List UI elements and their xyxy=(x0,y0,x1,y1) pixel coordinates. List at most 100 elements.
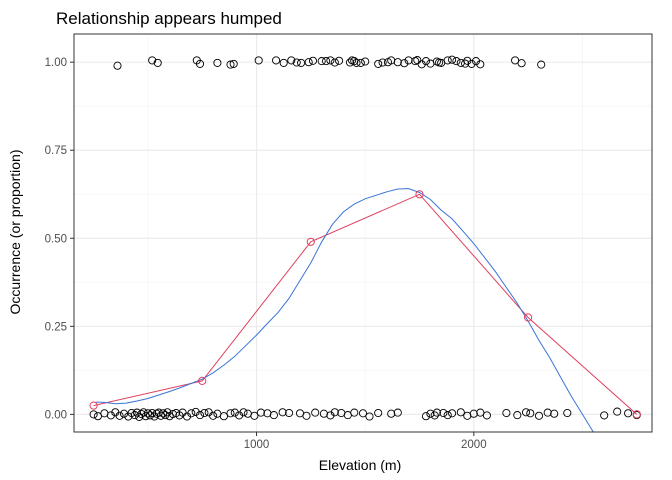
binned-mean-line xyxy=(93,193,638,415)
data-point xyxy=(476,408,485,417)
data-point xyxy=(378,58,387,67)
y-tick-label: 0.25 xyxy=(45,321,67,333)
data-point xyxy=(421,57,431,66)
panel-border xyxy=(73,33,653,433)
data-point xyxy=(119,409,129,418)
data-point xyxy=(256,408,265,417)
binned-mean-point xyxy=(89,401,98,410)
data-point xyxy=(469,409,478,418)
data-point xyxy=(326,56,335,65)
data-point xyxy=(534,411,544,420)
data-point xyxy=(254,56,263,65)
data-point xyxy=(229,59,238,68)
data-point xyxy=(187,409,196,418)
data-point xyxy=(132,408,142,417)
data-point xyxy=(89,410,98,419)
data-point xyxy=(430,411,439,420)
x-tick-label: 1000 xyxy=(244,439,270,451)
data-point xyxy=(439,408,448,418)
data-point xyxy=(482,411,491,420)
data-point xyxy=(365,412,374,421)
data-point xyxy=(537,60,546,69)
data-point xyxy=(195,59,205,68)
y-tick-label: 0.75 xyxy=(45,145,67,157)
data-point xyxy=(600,411,609,420)
data-point xyxy=(93,412,102,421)
binned-mean-point xyxy=(306,237,315,246)
data-point xyxy=(550,409,559,418)
data-point xyxy=(443,411,452,420)
data-point xyxy=(297,58,306,67)
data-point xyxy=(304,58,313,67)
data-point xyxy=(513,411,522,420)
data-points xyxy=(89,55,641,421)
data-point xyxy=(226,60,235,69)
data-point xyxy=(330,408,339,417)
data-point xyxy=(156,411,165,420)
data-point xyxy=(213,58,222,67)
y-tick-label: 0.50 xyxy=(45,233,67,245)
binned-mean-point xyxy=(524,313,533,322)
data-point xyxy=(308,56,318,65)
data-point xyxy=(393,408,402,417)
data-point xyxy=(137,409,146,419)
data-point xyxy=(432,408,441,417)
data-point xyxy=(272,56,281,65)
data-point xyxy=(139,408,148,417)
x-axis-title: Elevation (m) xyxy=(319,457,401,473)
data-point xyxy=(448,55,457,64)
data-point xyxy=(200,408,209,418)
data-point xyxy=(226,409,235,418)
data-point xyxy=(330,58,339,67)
data-point xyxy=(335,56,344,65)
y-axis-title: Occurrence (or proportion) xyxy=(7,150,23,315)
data-point xyxy=(358,409,368,418)
data-point xyxy=(421,412,431,421)
data-point xyxy=(230,408,239,417)
data-point xyxy=(269,411,278,420)
data-point xyxy=(141,412,150,421)
data-point xyxy=(476,60,485,69)
data-point xyxy=(613,407,622,416)
data-point xyxy=(413,56,422,65)
binned-mean-point xyxy=(198,376,207,385)
data-point xyxy=(168,409,177,419)
data-point xyxy=(374,408,383,418)
data-point xyxy=(461,59,470,68)
data-point xyxy=(287,56,296,65)
axis-ticks: 1000 2000 0.00 0.25 0.50 0.75 1.00 xyxy=(45,57,487,451)
data-point xyxy=(526,409,535,418)
data-point xyxy=(463,56,472,65)
data-point xyxy=(356,58,365,67)
data-point xyxy=(426,409,435,418)
data-point xyxy=(239,408,248,417)
data-point xyxy=(113,61,122,70)
data-point xyxy=(115,411,124,420)
data-point xyxy=(148,56,157,65)
data-point xyxy=(521,408,531,417)
data-point xyxy=(456,408,465,417)
chart-title: Relationship appears humped xyxy=(56,9,282,28)
data-point xyxy=(285,408,294,418)
data-point xyxy=(517,59,526,68)
data-point xyxy=(352,58,361,67)
series-lines xyxy=(93,188,638,432)
data-point xyxy=(302,411,311,420)
data-point xyxy=(153,58,162,67)
data-point xyxy=(543,408,552,417)
data-point xyxy=(322,57,331,66)
data-point xyxy=(209,411,218,420)
data-point xyxy=(393,58,402,67)
data-point xyxy=(350,408,359,417)
binned-mean-point xyxy=(415,190,424,199)
smooth-curve xyxy=(95,188,594,432)
data-point xyxy=(159,409,168,418)
data-point xyxy=(361,57,370,66)
data-point xyxy=(161,411,170,420)
grid xyxy=(74,34,652,432)
data-point xyxy=(195,411,205,420)
data-point xyxy=(311,408,320,417)
data-point xyxy=(279,58,288,67)
